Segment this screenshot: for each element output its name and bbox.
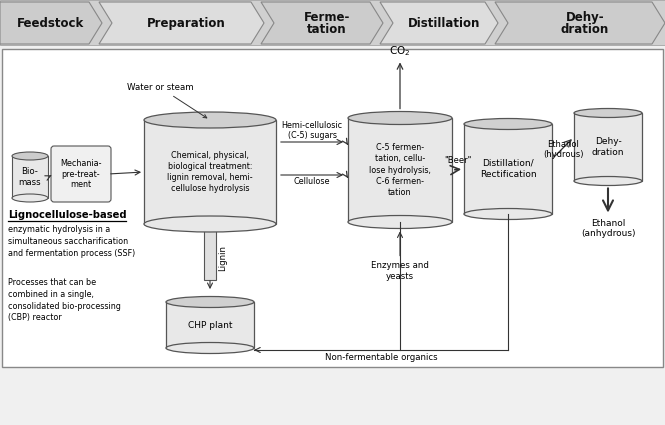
Text: CO$_2$: CO$_2$ — [389, 44, 411, 57]
Ellipse shape — [464, 119, 552, 130]
Text: Processes that can be
combined in a single,
consolidated bio-processing
(CBP) re: Processes that can be combined in a sing… — [8, 278, 121, 323]
Ellipse shape — [348, 111, 452, 125]
Ellipse shape — [12, 152, 48, 160]
Text: C-5 fermen-
tation, cellu-
lose hydrolysis,
C-6 fermen-
tation: C-5 fermen- tation, cellu- lose hydrolys… — [369, 143, 431, 197]
Text: Distillation/
Rectification: Distillation/ Rectification — [479, 159, 536, 179]
Polygon shape — [495, 2, 665, 44]
Text: Ethanol
(hydrous): Ethanol (hydrous) — [543, 139, 583, 159]
Text: Ferme-: Ferme- — [304, 11, 350, 23]
Polygon shape — [0, 2, 102, 44]
Polygon shape — [144, 120, 276, 224]
Ellipse shape — [12, 194, 48, 202]
Text: Chemical, physical,
biological treatment:
lignin removal, hemi-
cellulose hydrol: Chemical, physical, biological treatment… — [167, 151, 253, 193]
Text: Mechania-
pre-treat-
ment: Mechania- pre-treat- ment — [61, 159, 102, 189]
Ellipse shape — [144, 216, 276, 232]
Polygon shape — [99, 2, 264, 44]
Text: Hemi-cellulosic
(C-5) sugars: Hemi-cellulosic (C-5) sugars — [281, 121, 342, 140]
Ellipse shape — [166, 297, 254, 308]
Text: Feedstock: Feedstock — [17, 17, 84, 29]
FancyBboxPatch shape — [2, 49, 663, 367]
Text: Ethanol
(anhydrous): Ethanol (anhydrous) — [581, 218, 635, 238]
Text: Enzymes and
yeasts: Enzymes and yeasts — [371, 261, 429, 281]
Ellipse shape — [464, 209, 552, 219]
Polygon shape — [574, 113, 642, 181]
Text: Dehy-
dration: Dehy- dration — [592, 137, 624, 157]
Polygon shape — [204, 224, 216, 280]
Ellipse shape — [574, 176, 642, 185]
Text: Lignin: Lignin — [218, 245, 227, 271]
Ellipse shape — [574, 108, 642, 117]
Text: Distillation: Distillation — [408, 17, 480, 29]
Polygon shape — [380, 2, 498, 44]
Text: Lignocellulose-based: Lignocellulose-based — [8, 210, 126, 220]
FancyBboxPatch shape — [51, 146, 111, 202]
Text: tation: tation — [307, 23, 347, 36]
Polygon shape — [464, 124, 552, 214]
Text: enzymatic hydrolysis in a
simultaneous saccharification
and fermentation process: enzymatic hydrolysis in a simultaneous s… — [8, 225, 135, 258]
Text: CHP plant: CHP plant — [188, 320, 232, 329]
Text: Non-fermentable organics: Non-fermentable organics — [325, 353, 438, 362]
Ellipse shape — [166, 343, 254, 354]
Text: Cellulose: Cellulose — [294, 177, 331, 186]
Text: Dehy-: Dehy- — [566, 11, 604, 23]
Ellipse shape — [348, 215, 452, 229]
Text: "Beer": "Beer" — [444, 156, 471, 165]
Polygon shape — [12, 156, 48, 198]
Text: Preparation: Preparation — [147, 17, 226, 29]
Polygon shape — [261, 2, 383, 44]
Ellipse shape — [144, 112, 276, 128]
Polygon shape — [0, 0, 665, 45]
Text: Water or steam: Water or steam — [127, 83, 207, 118]
Text: Bio-
mass: Bio- mass — [19, 167, 41, 187]
Polygon shape — [166, 302, 254, 348]
Text: dration: dration — [561, 23, 609, 36]
Polygon shape — [348, 118, 452, 222]
